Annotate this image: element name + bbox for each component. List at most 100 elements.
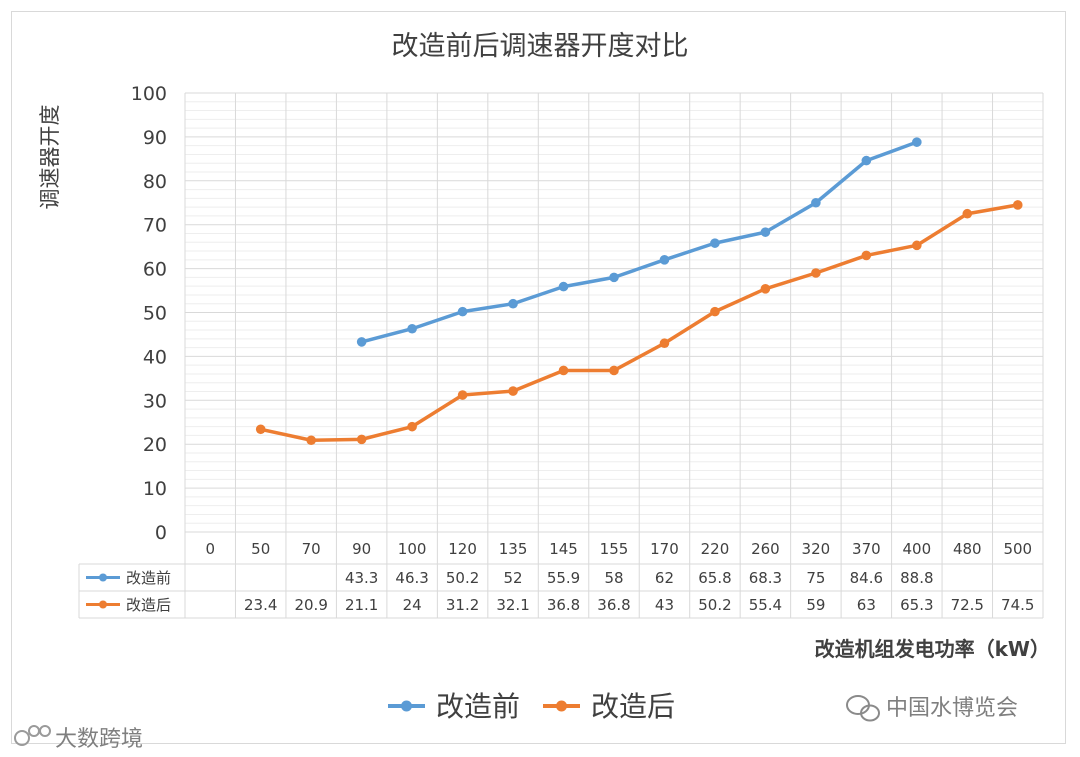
data-point-series-1: [508, 298, 518, 309]
y-tick-label: 10: [143, 478, 167, 500]
legend-marker-series-1: [401, 700, 412, 712]
x-tick-label: 70: [302, 540, 321, 558]
table-cell: 65.8: [698, 569, 731, 587]
data-point-series-2: [760, 283, 771, 294]
x-tick-label: 145: [549, 540, 578, 558]
table-cell: 31.2: [446, 596, 479, 614]
table-cell: 55.4: [749, 596, 782, 614]
data-point-series-1: [407, 323, 417, 334]
data-point-series-1: [609, 272, 619, 283]
x-tick-label: 170: [650, 540, 679, 558]
chart-title: 改造前后调速器开度对比: [392, 31, 689, 62]
x-tick-label: 135: [499, 540, 528, 558]
data-point-series-2: [861, 250, 872, 261]
table-key-marker-series-2: [99, 600, 107, 609]
x-tick-label: 90: [352, 540, 371, 558]
legend-label-series-1: 改造前: [436, 690, 520, 723]
table-cell: 58: [604, 569, 623, 587]
y-tick-label: 80: [143, 171, 167, 193]
table-cell: 36.8: [547, 596, 580, 614]
x-tick-label: 480: [953, 540, 982, 558]
x-tick-label: 50: [251, 540, 270, 558]
watermark-right-text: 中国水博览会: [886, 696, 1018, 721]
data-point-series-1: [356, 337, 367, 347]
data-point-series-1: [710, 238, 720, 248]
data-point-series-2: [457, 390, 468, 400]
data-point-series-1: [811, 197, 821, 208]
data-point-series-1: [558, 281, 569, 292]
table-cell: 50.2: [698, 596, 731, 614]
x-tick-label: 260: [751, 540, 780, 558]
y-tick-label: 90: [143, 127, 167, 149]
x-axis-label: 改造机组发电功率（kW）: [815, 637, 1050, 661]
y-tick-label: 0: [155, 522, 167, 544]
legend-item-series-2: 改造后: [543, 690, 675, 723]
series-line-series-2: [258, 203, 1020, 442]
data-point-series-2: [356, 434, 367, 445]
data-point-series-1: [912, 137, 922, 147]
data-point-series-2: [811, 268, 821, 278]
table-cell: 20.9: [294, 596, 327, 614]
x-tick-label: 120: [448, 540, 477, 558]
grid-layer: [184, 92, 1044, 618]
data-point-series-2: [508, 386, 518, 396]
data-point-series-2: [609, 365, 619, 376]
table-row-label-series-1: 改造前: [126, 569, 171, 587]
table-cell: 43.3: [345, 569, 378, 587]
x-tick-label: 100: [398, 540, 427, 558]
y-axis-label: 调速器开度: [38, 105, 62, 210]
y-tick-label: 20: [143, 434, 167, 456]
table-cell: 24: [403, 596, 422, 614]
data-point-series-2: [558, 365, 569, 376]
y-tick-label: 40: [143, 346, 167, 368]
series-layer: [255, 137, 1023, 446]
table-cell: 46.3: [395, 569, 428, 587]
table-cell: 68.3: [749, 569, 782, 587]
table-cell: 55.9: [547, 569, 580, 587]
data-point-series-2: [912, 240, 922, 251]
table-cell: 32.1: [496, 596, 529, 614]
data-point-series-2: [710, 306, 720, 317]
x-tick-label: 400: [903, 540, 932, 558]
y-tick-label: 70: [143, 215, 167, 237]
y-tick-label: 60: [143, 259, 167, 281]
table-cell: 52: [504, 569, 523, 587]
data-point-series-1: [457, 306, 468, 317]
table-cell: 88.8: [900, 569, 933, 587]
data-point-series-2: [1012, 200, 1023, 210]
legend-label-series-2: 改造后: [591, 690, 675, 723]
data-point-series-2: [962, 208, 973, 219]
x-tick-label: 220: [701, 540, 730, 558]
x-tick-label: 500: [1003, 540, 1032, 558]
legend-item-series-1: 改造前: [388, 690, 520, 723]
table-cell: 72.5: [951, 596, 984, 614]
weibo-logo-icon: [14, 725, 51, 746]
x-tick-label: 370: [852, 540, 881, 558]
x-tick-label: 0: [205, 540, 215, 558]
wechat-logo-icon: [846, 695, 880, 722]
legend: 改造前 改造后: [388, 690, 675, 723]
table-cell: 43: [655, 596, 674, 614]
chart-frame: [11, 11, 1066, 744]
table-cell: 36.8: [597, 596, 630, 614]
data-point-series-2: [306, 435, 316, 446]
legend-marker-series-2: [556, 700, 567, 712]
table-cell: 21.1: [345, 596, 378, 614]
watermark-left: 大数跨境: [14, 725, 143, 752]
table-cell: 50.2: [446, 569, 479, 587]
y-tick-label: 30: [143, 390, 167, 412]
table-row-label-series-2: 改造后: [126, 596, 171, 614]
table-cell: 75: [806, 569, 825, 587]
data-point-series-1: [861, 155, 872, 166]
data-point-series-1: [659, 255, 670, 265]
data-point-series-1: [760, 227, 771, 237]
table-cell: 63: [857, 596, 876, 614]
watermark-right: 中国水博览会: [846, 695, 1018, 722]
table-cell: 62: [655, 569, 674, 587]
table-cell: 59: [806, 596, 825, 614]
table-cell: 74.5: [1001, 596, 1034, 614]
y-tick-label: 100: [131, 83, 167, 105]
y-tick-label: 50: [143, 303, 167, 325]
table-cell: 65.3: [900, 596, 933, 614]
